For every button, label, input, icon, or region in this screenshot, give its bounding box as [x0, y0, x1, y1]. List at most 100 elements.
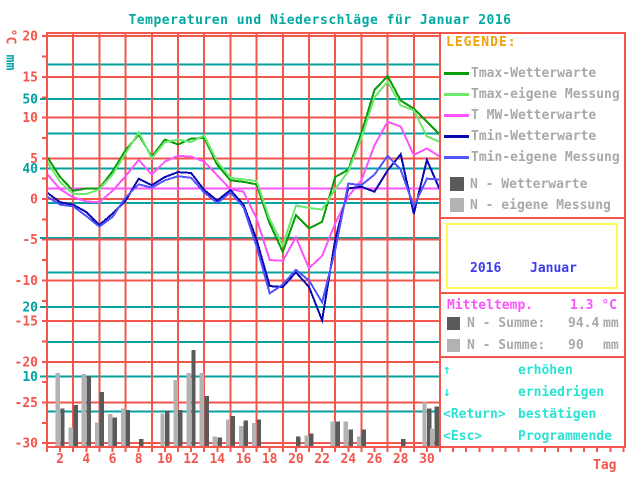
arrow-up-icon: ↑: [443, 363, 451, 378]
hint-exit: <Esc> Programmende: [440, 429, 625, 445]
legend-item-tmax-eigene: Tmax-eigene Messung: [440, 86, 620, 102]
day-axis-label: 6: [109, 452, 117, 467]
legend-item-tmin-eigene: Tmin-eigene Messung: [440, 149, 620, 165]
legend-item-n-wetterwarte: N - Wetterwarte: [440, 176, 587, 192]
legend-item-label: N - eigene Messung: [470, 197, 611, 213]
x-axis-title: Tag: [593, 458, 617, 473]
n-wetterwarte-bar-swatch: [450, 177, 464, 191]
sum-unit: mm: [603, 338, 619, 353]
precip-bar: [422, 401, 427, 446]
precip-bar: [73, 405, 78, 446]
series-line-4: [46, 154, 441, 305]
sum-unit: mm: [603, 316, 619, 331]
precip-bar: [191, 350, 196, 446]
day-axis-label: 16: [236, 452, 252, 467]
day-axis-label: 14: [209, 452, 225, 467]
mean-temp-label: Mitteltemp.: [447, 298, 534, 313]
precip-bar: [204, 396, 209, 446]
precip-bar: [343, 421, 349, 446]
legend-item-label: Tmax-Wetterwarte: [471, 65, 597, 81]
tmin-eigene-line-swatch: [444, 155, 469, 159]
legend-heading: LEGENDE:: [446, 35, 517, 50]
day-axis-label: 30: [419, 452, 435, 467]
precip-axis-label: 10: [22, 370, 38, 385]
hint-action: bestätigen: [518, 407, 597, 422]
precip-bar: [121, 408, 126, 446]
hint-decrease: ↓ erniedrigen: [440, 385, 625, 401]
precip-bar: [94, 422, 100, 446]
series-line-0: [46, 74, 441, 255]
legend-item-label: Tmax-eigene Messung: [471, 86, 620, 102]
temp-axis-label: -30: [15, 437, 39, 452]
legend-item-label: T MW-Wetterwarte: [471, 107, 597, 123]
day-axis-label: 26: [367, 452, 383, 467]
sum-value: 90: [568, 338, 584, 353]
precip-bar: [309, 433, 314, 446]
precip-bar: [243, 420, 249, 446]
precip-bar: [304, 435, 309, 446]
precip-bar: [225, 419, 231, 446]
temp-axis-label: 15: [22, 70, 38, 85]
precip-bar: [160, 413, 165, 446]
arrow-down-icon: ↓: [443, 385, 451, 400]
tmax-wetterwarte-line-swatch: [444, 71, 469, 75]
series-line-3: [46, 151, 441, 325]
sum-label: N - Summe:: [467, 338, 546, 353]
legend-item-tmin-wetterwarte: Tmin-Wetterwarte: [440, 128, 596, 144]
temp-axis-label: -25: [15, 396, 38, 411]
precip-axis-label: 40: [22, 162, 38, 177]
legend-panel: LEGENDE: Tmax-Wetterwarte Tmax-eigene Me…: [440, 33, 625, 447]
day-axis-label: 2: [56, 452, 64, 467]
hint-action: erhöhen: [518, 363, 573, 378]
day-axis-label: 22: [314, 452, 330, 467]
precip-sum-row-wetterwarte: N - Summe: 94.4 mm: [440, 316, 625, 332]
precip-bar: [356, 436, 362, 446]
day-axis-label: 18: [262, 452, 278, 467]
legend-item-tmax-wetterwarte: Tmax-Wetterwarte: [440, 65, 596, 81]
n-wetterwarte-swatch: [447, 317, 460, 330]
sum-value: 94.4: [568, 316, 600, 331]
temp-axis-label: 20: [22, 30, 38, 45]
return-key-label: <Return>: [443, 407, 506, 422]
period-selector-box[interactable]: 2016 Januar: [446, 223, 618, 289]
legend-item-label: Tmin-eigene Messung: [471, 149, 620, 165]
tmw-line-swatch: [444, 113, 469, 117]
series-line-2: [46, 120, 441, 270]
hint-confirm: <Return> bestätigen: [440, 407, 625, 423]
plot-border: [46, 32, 626, 448]
precip-bar: [230, 416, 235, 446]
tmin-wetterwarte-line-swatch: [444, 134, 469, 138]
precip-bar: [427, 408, 432, 446]
day-axis-label: 12: [183, 452, 199, 467]
day-axis-label: 24: [340, 452, 356, 467]
day-axis-label: 8: [135, 452, 143, 467]
day-axis-label: 4: [82, 452, 90, 467]
period-year[interactable]: 2016: [470, 261, 502, 276]
precip-bar: [81, 373, 87, 446]
precip-bar: [348, 429, 353, 446]
precip-bar: [99, 391, 104, 446]
day-axis-label: 20: [288, 452, 304, 467]
day-axis-label: 10: [157, 452, 173, 467]
precip-bar: [400, 439, 406, 446]
temp-axis-label: -5: [22, 233, 38, 248]
precip-bar: [434, 406, 439, 446]
precip-axis-label: 50: [22, 93, 38, 108]
temp-axis-unit-label: °C: [2, 28, 18, 45]
tmax-eigene-line-swatch: [444, 92, 469, 96]
precip-bar: [186, 373, 191, 446]
day-axis-label: 28: [393, 452, 409, 467]
legend-item-label: N - Wetterwarte: [470, 176, 588, 192]
series-line-1: [46, 80, 441, 249]
precip-bar: [60, 408, 65, 446]
precip-bar: [107, 414, 113, 446]
precip-bar: [256, 419, 262, 446]
precip-bar: [68, 427, 73, 446]
precip-bar: [217, 437, 222, 446]
precip-bar: [165, 410, 170, 446]
precip-bar: [173, 380, 178, 446]
n-eigene-bar-swatch: [450, 198, 464, 212]
period-month[interactable]: Januar: [530, 261, 577, 276]
esc-key-label: <Esc>: [443, 429, 483, 444]
